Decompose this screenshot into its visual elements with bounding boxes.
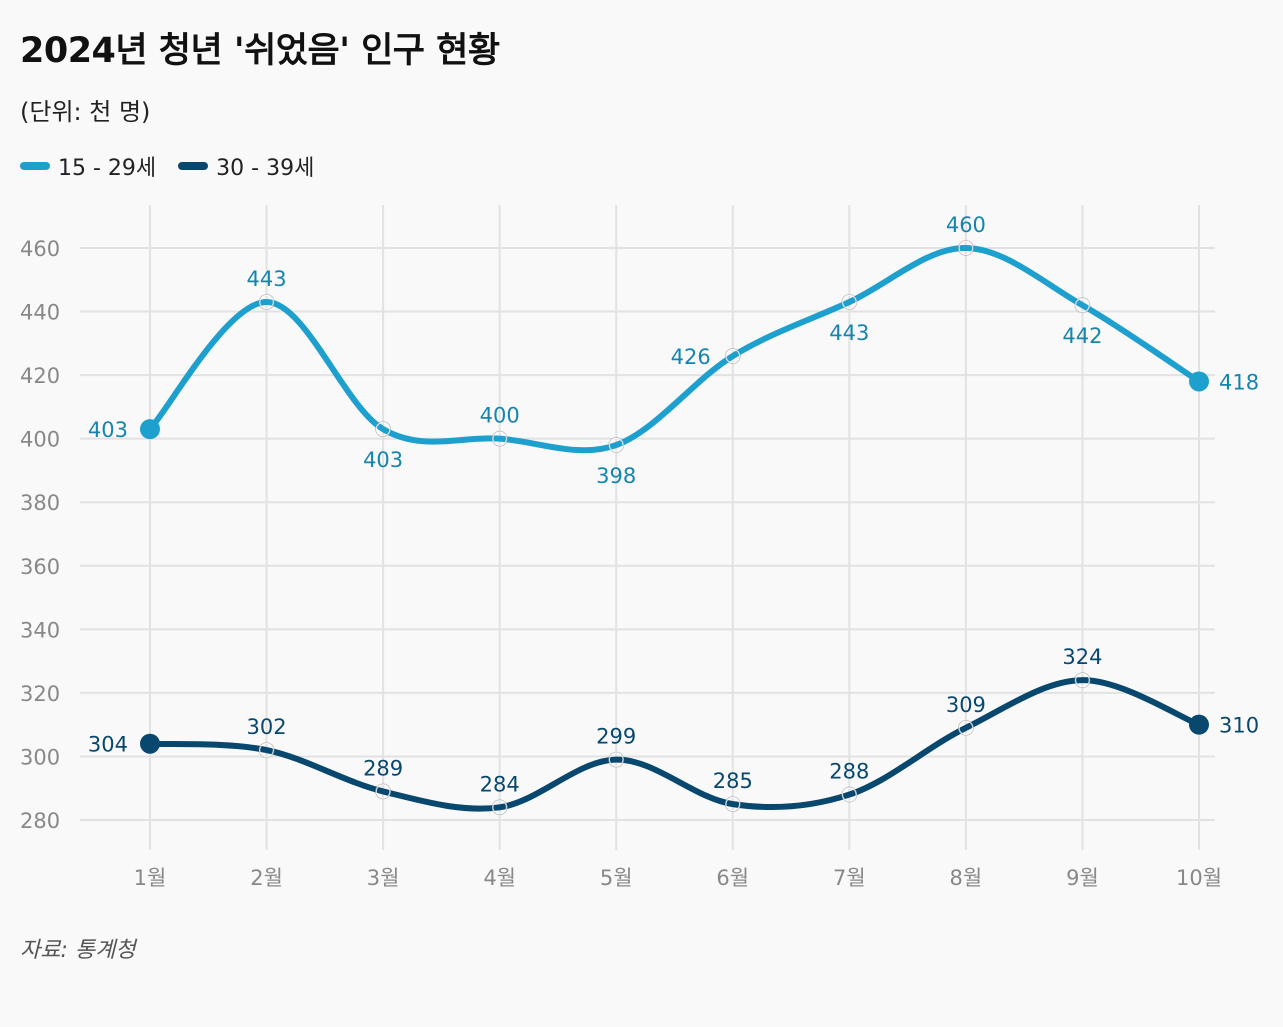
y-tick-label: 280 [20,809,60,833]
y-tick-label: 440 [20,301,60,325]
legend: 15 - 29세 30 - 39세 [20,150,336,182]
series-1-data-label: 426 [671,345,711,369]
series-1-data-label: 443 [247,267,287,291]
series-1-point-outline [258,294,275,310]
series-1-point [841,294,858,310]
source-note: 자료: 통계청 [20,938,136,963]
series-2-point-outline [957,719,974,736]
y-tick-label: 320 [20,682,60,706]
series-1-point [608,437,624,453]
series-2-data-label: 302 [247,715,287,739]
legend-item-series-1: 15 - 29세 [20,150,156,182]
series-2-point-outline [608,751,625,768]
series-1-data-label: 400 [480,404,520,428]
series-2-point-outline [375,783,392,800]
y-tick-label: 340 [20,618,60,642]
x-tick-label: 8월 [950,866,983,890]
series-1-point [375,421,391,437]
y-tick-label: 460 [20,237,60,261]
series-2-point-outline [841,786,858,803]
y-tick-label: 400 [20,428,60,452]
series-2-point-outline [258,742,275,758]
series-2-data-label: 285 [713,769,753,793]
series-1-point [258,294,275,310]
series-2-point [725,796,741,812]
y-tick-label: 300 [20,745,60,769]
series-1-point [140,419,160,440]
series-1-data-label: 442 [1062,324,1102,348]
legend-swatch-series-2 [178,162,209,170]
x-tick-label: 3월 [367,866,400,890]
series-2-data-label: 284 [480,772,520,796]
legend-item-series-2: 30 - 39세 [178,150,314,182]
y-tick-label: 380 [20,491,60,515]
series-2-point [375,783,391,800]
series-2-data-label: 288 [829,760,869,784]
series-2-point [958,720,974,736]
series-1-point-outline [491,430,508,447]
legend-label-series-2: 30 - 39세 [216,156,315,181]
series-1-data-label: 403 [88,418,128,442]
series-2-point [258,742,275,758]
series-1-point [1189,371,1209,392]
series-1-data-label: 418 [1219,370,1259,394]
x-tick-label: 9월 [1066,866,1099,890]
series-1-point [1074,297,1091,313]
series-2-data-label: 309 [946,693,986,717]
series-1-point-outline [608,437,625,453]
series-2-point [1074,672,1091,688]
series-2-point-outline [1074,672,1091,689]
series-2-data-label: 310 [1219,714,1259,738]
x-tick-label: 7월 [833,866,866,890]
chart-subtitle: (단위: 천 명) [20,98,151,126]
y-tick-label: 360 [20,555,60,579]
series-2-data-label: 289 [363,756,403,780]
legend-label-series-1: 15 - 29세 [58,156,157,181]
series-1-data-label: 460 [946,213,986,237]
series-1-point-outline [1074,297,1091,314]
series-1-line [147,244,1202,454]
series-2-point [841,786,858,803]
x-tick-label: 10월 [1176,866,1222,890]
series-2-data-label: 304 [88,733,128,757]
series-1-point [725,348,741,364]
y-tick-label: 420 [20,364,60,388]
x-tick-label: 2월 [250,866,283,890]
series-2-point [491,799,508,816]
series-2-point-outline [491,799,508,816]
x-tick-label: 1월 [134,866,167,890]
series-1-point [491,430,508,447]
series-2-data-label: 324 [1062,645,1102,669]
series-1-point-outline [957,240,974,256]
series-1-data-label: 403 [363,448,403,472]
series-1-point-outline [841,294,858,310]
series-2-point [1189,714,1209,735]
series-1-point-outline [375,421,392,438]
series-1-data-label: 398 [596,464,636,488]
legend-swatch-series-1 [20,162,50,170]
x-tick-label: 6월 [716,866,749,890]
x-tick-label: 4월 [483,866,516,890]
series-1-point [958,240,974,256]
series-2-line [147,677,1202,812]
series-2-point-outline [724,796,741,813]
series-1-data-label: 443 [829,321,869,345]
series-2-point [140,733,160,754]
series-2-point [608,751,624,768]
series-2-data-label: 299 [596,725,636,749]
series-1-point-outline [724,348,741,364]
x-tick-label: 5월 [600,866,633,890]
chart-title: 2024년 청년 '쉬었음' 인구 현황 [20,31,500,71]
